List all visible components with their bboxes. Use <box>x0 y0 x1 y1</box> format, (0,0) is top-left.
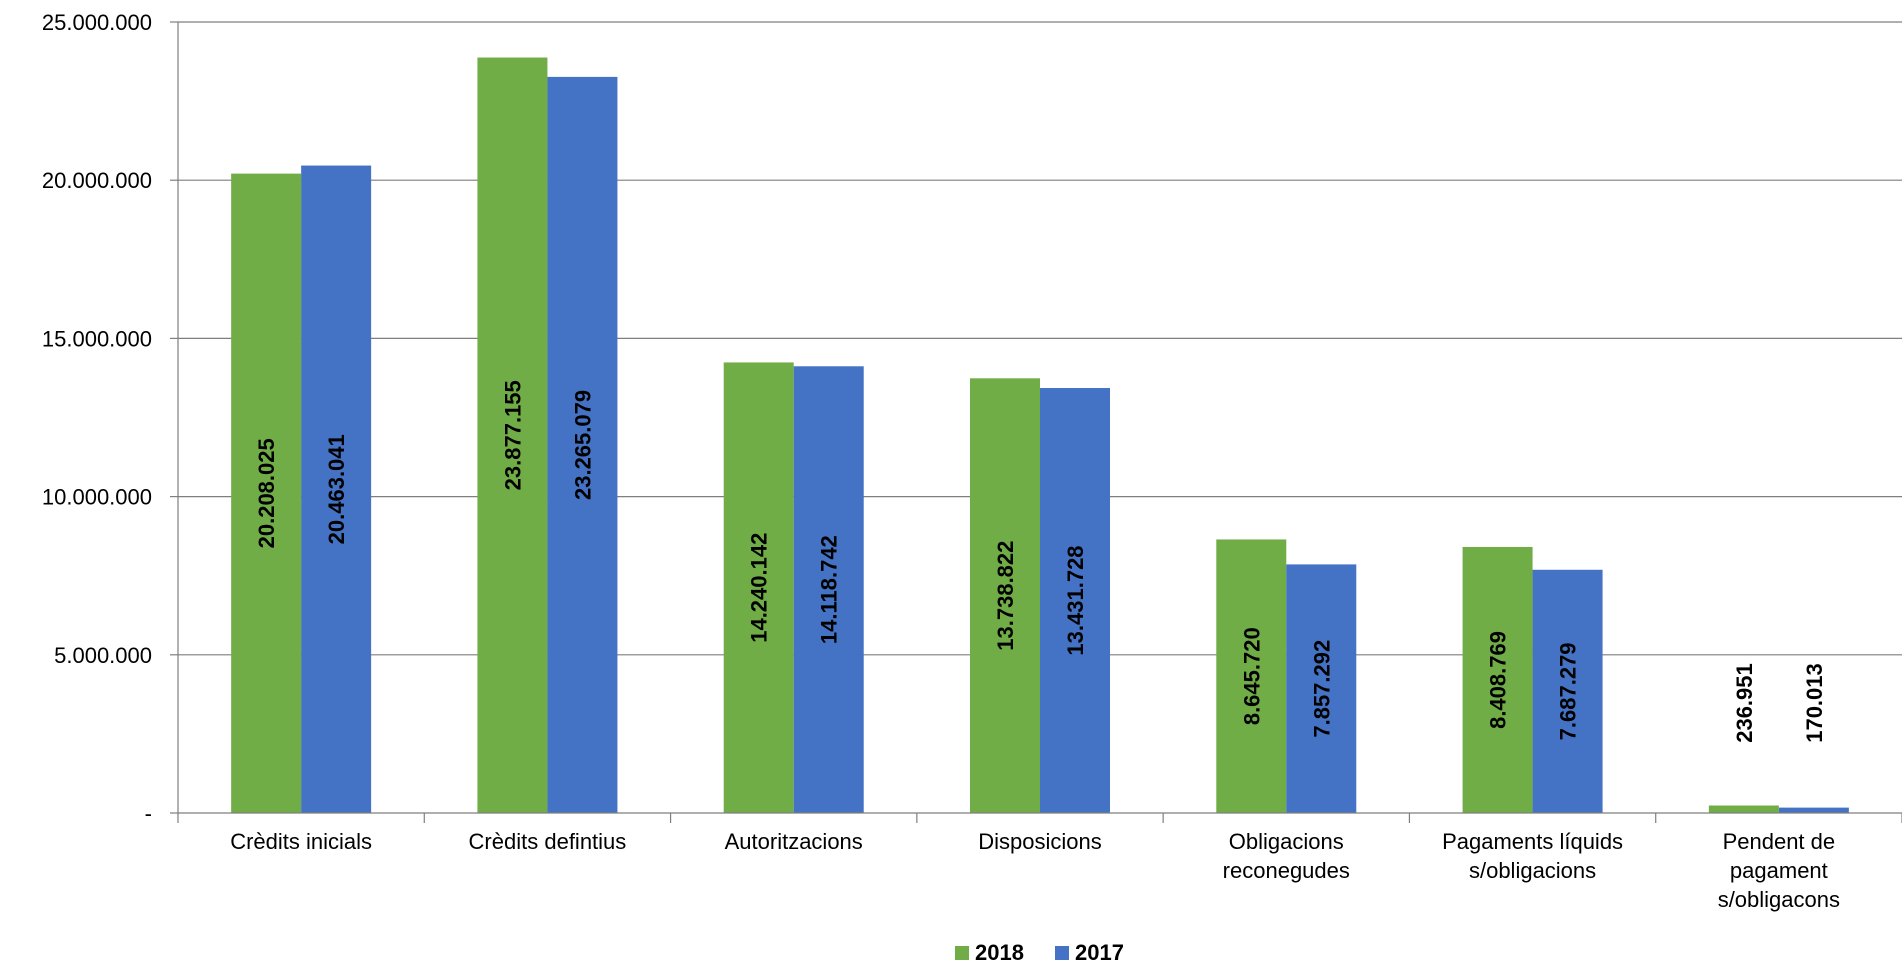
x-tick-label-line: Crèdits inicials <box>230 829 372 854</box>
bar-2018 <box>970 378 1040 813</box>
bars: 20.208.025 20.463.041 23.877.155 23.265.079… <box>231 57 1849 814</box>
bar-2018 <box>477 57 548 814</box>
bar-2018 <box>231 173 302 813</box>
data-label: 20.463.041 <box>324 434 349 544</box>
data-label: 8.408.769 <box>1486 631 1511 729</box>
data-label: 7.857.292 <box>1309 640 1334 738</box>
data-label: 170.013 <box>1802 663 1827 743</box>
bar-2017 <box>547 76 618 814</box>
bar-2017 <box>1040 388 1110 813</box>
data-label: 236.951 <box>1732 663 1757 743</box>
bar-2017 <box>301 165 372 813</box>
data-label: 14.240.142 <box>747 533 772 643</box>
bar-2017 <box>1778 807 1849 813</box>
x-tick-label: Obligacions reconegudes <box>1223 829 1350 883</box>
x-tick-label-line: s/obligacons <box>1718 887 1840 912</box>
x-tick-label: Pendent de pagament s/obligacons <box>1718 829 1840 912</box>
x-tick-label-line: Crèdits defintius <box>469 829 627 854</box>
y-axis: - 5.000.000 10.000.000 15.000.000 20.000.000… <box>42 10 179 826</box>
legend-label-2018: 2018 <box>975 940 1024 965</box>
x-axis: Crèdits inicials Crèdits defintius Autorit… <box>177 812 1902 912</box>
bar-2017 <box>1532 569 1603 813</box>
bar-2017 <box>793 366 864 813</box>
x-tick-label: Pagaments líquids s/obligacions <box>1442 829 1623 883</box>
x-tick-label: Crèdits defintius <box>469 829 627 854</box>
data-label: 13.431.728 <box>1063 545 1088 655</box>
x-tick-label: Disposicions <box>978 829 1102 854</box>
y-tick-label: - <box>145 801 152 826</box>
data-label: 23.877.155 <box>500 380 525 490</box>
x-tick-label-line: Pagaments líquids <box>1442 829 1623 854</box>
data-label: 8.645.720 <box>1239 627 1264 725</box>
x-tick-label: Crèdits inicials <box>230 829 372 854</box>
data-label: 20.208.025 <box>254 438 279 548</box>
x-tick-label-line: Pendent de <box>1723 829 1836 854</box>
data-label: 7.687.279 <box>1556 642 1581 740</box>
y-tick-label: 25.000.000 <box>42 10 152 35</box>
x-tick-label-line: s/obligacions <box>1469 858 1596 883</box>
y-tick-label: 20.000.000 <box>42 168 152 193</box>
data-label: 14.118.742 <box>817 535 842 644</box>
legend-swatch-2017 <box>1055 946 1069 960</box>
legend: 2018 2017 <box>955 940 1124 965</box>
bar-2018 <box>1462 546 1533 813</box>
data-label: 23.265.079 <box>570 390 595 500</box>
x-tick-label: Autoritzacions <box>725 829 863 854</box>
bar-2018 <box>723 362 794 813</box>
y-tick-label: 15.000.000 <box>42 326 152 351</box>
bar-2018 <box>1216 539 1287 813</box>
data-label: 13.738.822 <box>993 541 1018 651</box>
gridlines <box>178 21 1902 656</box>
y-tick-label: 10.000.000 <box>42 485 152 510</box>
legend-label-2017: 2017 <box>1075 940 1124 965</box>
x-tick-label-line: Disposicions <box>978 829 1102 854</box>
y-tick-label: 5.000.000 <box>54 643 152 668</box>
x-tick-label-line: Autoritzacions <box>725 829 863 854</box>
legend-swatch-2018 <box>955 946 969 960</box>
x-tick-label-line: Obligacions <box>1229 829 1344 854</box>
x-tick-label-line: reconegudes <box>1223 858 1350 883</box>
bar-2018 <box>1708 805 1779 813</box>
x-tick-label-line: pagament <box>1730 858 1828 883</box>
bar-2017 <box>1286 564 1357 813</box>
